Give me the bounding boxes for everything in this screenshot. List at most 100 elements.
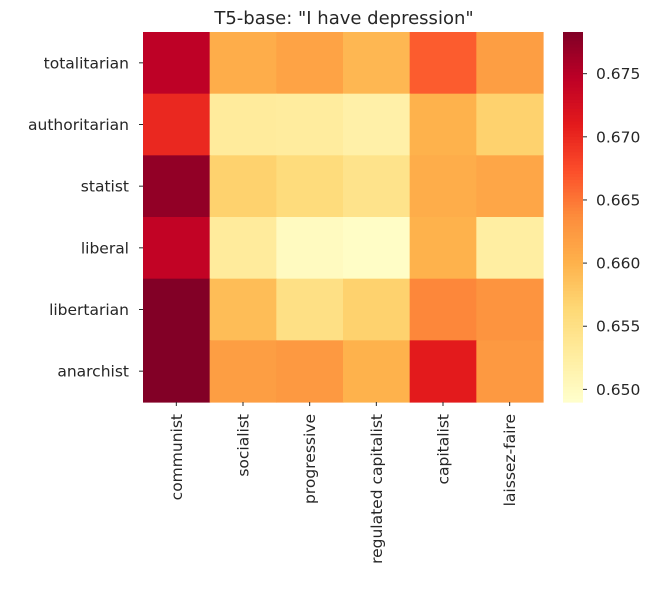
heatmap-cell: [143, 93, 211, 156]
heatmap-cell: [143, 32, 211, 95]
colorbar-segment: [563, 229, 583, 234]
colorbar-segment: [563, 392, 583, 397]
colorbar-segment: [563, 328, 583, 332]
colorbar-segment: [563, 59, 583, 64]
colorbar-segment: [563, 195, 583, 200]
colorbar-segment: [563, 65, 583, 70]
colorbar-segment: [563, 355, 583, 360]
colorbar-segment: [563, 247, 583, 252]
colorbar-segment: [563, 395, 583, 400]
colorbar-segment: [563, 155, 583, 160]
colorbar-segment: [563, 133, 583, 138]
y-tick-label: liberal: [81, 239, 129, 257]
colorbar-segment: [563, 383, 583, 388]
colorbar-segment: [563, 220, 583, 224]
colorbar-segment: [563, 303, 583, 308]
colorbar-segment: [563, 50, 583, 55]
heatmap-cell: [476, 278, 544, 341]
colorbar-segment: [563, 284, 583, 289]
heatmap-cell: [476, 32, 544, 95]
heatmap-cell: [343, 278, 411, 341]
colorbar-segment: [563, 121, 583, 126]
colorbar-segment: [563, 35, 583, 39]
colorbar-segment: [563, 358, 583, 363]
heatmap-cell: [209, 155, 277, 218]
colorbar-segment: [563, 127, 583, 132]
colorbar-segment: [563, 170, 583, 175]
heatmap-cell: [276, 278, 344, 341]
colorbar-segment: [563, 53, 583, 58]
heatmap-cell: [409, 32, 477, 95]
x-tick-label: progressive: [301, 414, 319, 504]
colorbar-segment: [563, 321, 583, 326]
heatmap-cell: [343, 217, 411, 280]
colorbar-segment: [563, 99, 583, 104]
colorbar-segment: [563, 32, 583, 36]
colorbar-segment: [563, 275, 583, 280]
colorbar-segment: [563, 106, 583, 110]
colorbar-segment: [563, 176, 583, 181]
colorbar-segment: [563, 115, 583, 119]
colorbar-segment: [563, 324, 583, 329]
colorbar-segment: [563, 173, 583, 178]
heatmap-cell: [409, 340, 477, 403]
colorbar-segment: [563, 207, 583, 212]
colorbar-segment: [563, 287, 583, 292]
colorbar-segment: [563, 365, 583, 369]
colorbar-segment: [563, 167, 583, 172]
colorbar-segment: [563, 189, 583, 193]
colorbar-segment: [563, 158, 583, 163]
colorbar-tick-label: 0.660: [596, 255, 640, 273]
heatmap-cell: [276, 155, 344, 218]
colorbar-segment: [563, 201, 583, 206]
colorbar-segment: [563, 210, 583, 215]
colorbar-segment: [563, 146, 583, 150]
colorbar-segment: [563, 38, 583, 42]
colorbar: 0.650 0.655 0.660 0.665 0.670 0.675: [563, 32, 640, 403]
colorbar-segment: [563, 346, 583, 351]
colorbar-segment: [563, 78, 583, 82]
heatmap-cell: [209, 278, 277, 341]
colorbar-segment: [563, 340, 583, 345]
colorbar-segment: [563, 69, 583, 73]
colorbar-segment: [563, 371, 583, 375]
colorbar-segment: [563, 352, 583, 357]
heatmap-cell: [409, 155, 477, 218]
colorbar-segment: [563, 266, 583, 271]
heatmap-cell: [143, 340, 211, 403]
colorbar-segment: [563, 281, 583, 286]
colorbar-segment: [563, 93, 583, 98]
colorbar-segment: [563, 389, 583, 394]
heatmap-cell: [476, 93, 544, 156]
colorbar-segment: [563, 183, 583, 187]
heatmap-cell: [343, 32, 411, 95]
colorbar-segment: [563, 272, 583, 277]
colorbar-segment: [563, 180, 583, 184]
colorbar-segment: [563, 44, 583, 49]
x-tick-label: socialist: [235, 414, 253, 477]
heatmap-cell: [409, 278, 477, 341]
colorbar-segment: [563, 75, 583, 79]
colorbar-segment: [563, 238, 583, 243]
y-tick-label: statist: [81, 178, 129, 196]
colorbar-segment: [563, 112, 583, 116]
colorbar-segment: [563, 291, 583, 295]
heatmap-cell: [343, 155, 411, 218]
colorbar-segment: [563, 213, 583, 218]
heatmap-cell: [209, 93, 277, 156]
colorbar-segment: [563, 263, 583, 267]
colorbar-tick-label: 0.650: [596, 381, 640, 399]
colorbar-segment: [563, 343, 583, 348]
colorbar-segment: [563, 124, 583, 129]
x-tick-label: capitalist: [435, 414, 453, 485]
colorbar-segment: [563, 278, 583, 283]
y-tick-label: anarchist: [57, 363, 129, 381]
colorbar-segment: [563, 380, 583, 385]
colorbar-segment: [563, 109, 583, 113]
heatmap-cell: [476, 217, 544, 280]
colorbar-segment: [563, 306, 583, 311]
colorbar-segment: [563, 294, 583, 298]
y-tick-label: libertarian: [49, 301, 129, 319]
colorbar-segment: [563, 149, 583, 153]
colorbar-segment: [563, 198, 583, 203]
